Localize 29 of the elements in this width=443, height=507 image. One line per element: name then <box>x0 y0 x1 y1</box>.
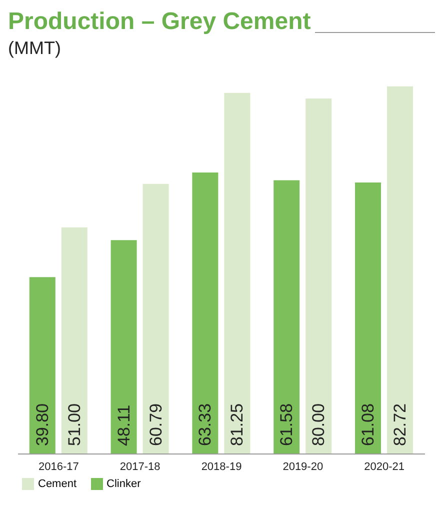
chart-title: Production – Grey Cement <box>8 8 311 36</box>
data-label: 48.11 <box>114 404 134 446</box>
legend-label: Clinker <box>106 478 141 490</box>
data-label: 60.79 <box>146 403 166 446</box>
x-tick-label: 2018-19 <box>201 460 242 473</box>
x-tick-label: 2016-17 <box>38 460 79 473</box>
data-label: 80.00 <box>309 403 328 446</box>
bar <box>224 92 250 454</box>
x-tick-label: 2020-21 <box>364 460 404 473</box>
bar <box>354 182 381 454</box>
bar <box>29 277 56 454</box>
bar <box>386 86 413 454</box>
data-label: 61.08 <box>358 403 378 446</box>
chart-subtitle: (MMT) <box>8 38 62 59</box>
bar <box>142 184 169 454</box>
x-tick-label: 2017-18 <box>120 460 160 473</box>
data-label: 51.00 <box>64 403 84 446</box>
data-label: 81.25 <box>228 403 247 446</box>
bar <box>192 172 218 454</box>
bar <box>61 227 88 454</box>
bar <box>110 240 137 454</box>
data-label: 39.80 <box>32 403 52 446</box>
data-label: 61.58 <box>277 403 296 446</box>
bar <box>274 180 300 454</box>
x-tick-label: 2019-20 <box>282 460 324 473</box>
data-label: 82.72 <box>390 403 410 446</box>
bar <box>306 98 332 454</box>
data-label: 63.33 <box>196 403 215 446</box>
legend-label: Cement <box>37 478 77 490</box>
